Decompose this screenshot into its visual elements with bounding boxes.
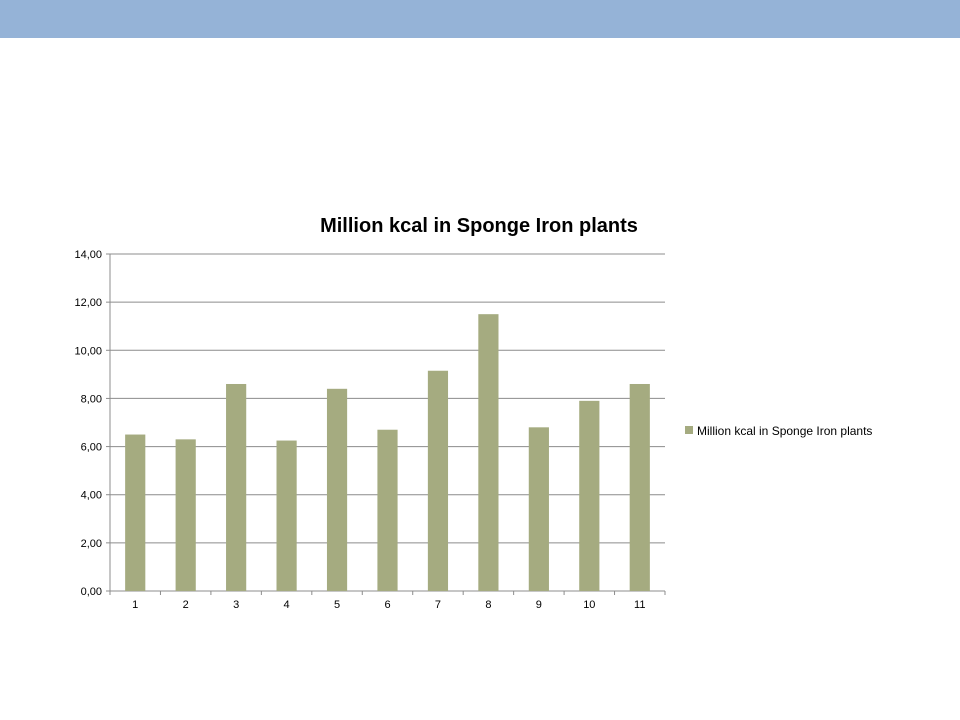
chart-title: Million kcal in Sponge Iron plants bbox=[320, 215, 638, 237]
y-tick-label: 8,00 bbox=[81, 393, 102, 405]
bar bbox=[377, 429, 398, 591]
legend: Million kcal in Sponge Iron plants bbox=[685, 424, 872, 438]
x-tick-label: 7 bbox=[435, 599, 441, 611]
x-tick-label: 5 bbox=[334, 599, 340, 611]
x-tick-label: 6 bbox=[384, 599, 390, 611]
y-tick-label: 6,00 bbox=[81, 442, 102, 454]
y-tick-label: 12,00 bbox=[74, 297, 102, 309]
y-tick-label: 10,00 bbox=[74, 345, 102, 357]
bar bbox=[226, 383, 247, 591]
bar bbox=[579, 400, 600, 591]
legend-label: Million kcal in Sponge Iron plants bbox=[697, 424, 872, 438]
x-tick-label: 10 bbox=[583, 599, 595, 611]
bar bbox=[528, 427, 549, 591]
bar bbox=[629, 383, 650, 591]
bar bbox=[125, 434, 146, 591]
bar bbox=[478, 314, 499, 591]
x-tick-label: 11 bbox=[634, 599, 645, 611]
x-tick-label: 1 bbox=[132, 599, 138, 611]
x-tick-label: 8 bbox=[485, 599, 491, 611]
bars bbox=[125, 314, 650, 591]
x-tick-label: 9 bbox=[536, 599, 542, 611]
x-tick-label: 3 bbox=[233, 599, 239, 611]
y-axis: 0,00 2,00 4,00 6,00 8,00 10,00 12,00 14,00 bbox=[74, 249, 111, 598]
bar bbox=[326, 388, 348, 591]
bar bbox=[175, 439, 196, 591]
y-tick-label: 2,00 bbox=[81, 538, 102, 550]
slide-header-band bbox=[0, 0, 960, 38]
x-tick-label: 4 bbox=[284, 599, 290, 611]
legend-swatch bbox=[685, 426, 693, 434]
bar bbox=[276, 440, 297, 591]
x-tick-label: 2 bbox=[183, 599, 189, 611]
y-tick-label: 14,00 bbox=[74, 249, 102, 261]
y-tick-label: 4,00 bbox=[81, 490, 102, 502]
y-tick-label: 0,00 bbox=[81, 586, 102, 598]
bar bbox=[427, 370, 449, 591]
x-axis: 1 2 3 4 5 6 7 8 9 10 11 bbox=[109, 590, 666, 611]
